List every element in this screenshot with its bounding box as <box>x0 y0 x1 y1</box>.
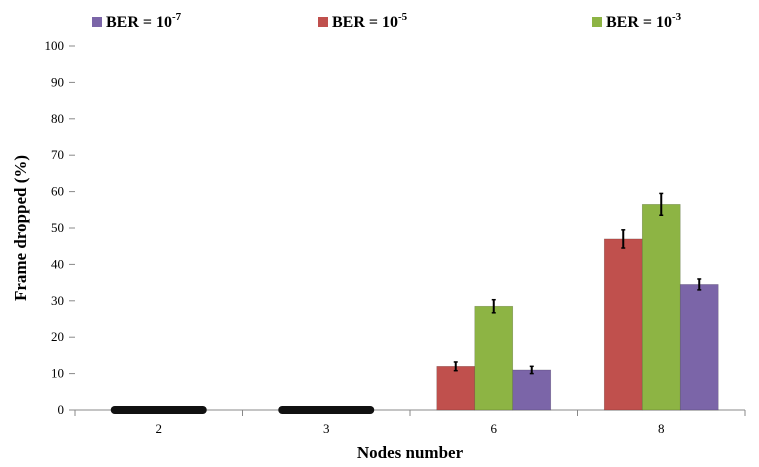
legend-item: BER = 10-3 <box>592 11 682 31</box>
error-bar <box>659 192 664 217</box>
x-tick-label: 6 <box>491 421 498 436</box>
x-tick-label: 3 <box>323 421 330 436</box>
y-tick-label: 60 <box>51 184 64 199</box>
bars-group <box>110 192 719 414</box>
y-tick-label: 0 <box>58 402 65 417</box>
y-tick-label: 80 <box>51 111 64 126</box>
legend-label: BER = 10-5 <box>332 11 408 31</box>
error-bar <box>491 298 496 314</box>
legend-label: BER = 10-7 <box>106 11 182 31</box>
y-tick-label: 70 <box>51 147 64 162</box>
bar <box>603 238 643 411</box>
bar <box>436 366 476 411</box>
legend: BER = 10-7 BER = 10-5 BER = 10-3 <box>92 11 682 31</box>
error-bar <box>697 278 702 291</box>
bar <box>512 369 552 411</box>
legend-item: BER = 10-7 <box>92 11 182 31</box>
y-tick-label: 10 <box>51 366 64 381</box>
x-axis-ticks: 2 3 6 8 <box>74 410 746 436</box>
y-axis-ticks: 0 10 20 30 40 50 60 70 80 90 100 <box>45 38 75 417</box>
legend-item: BER = 10-5 <box>318 11 408 31</box>
bar <box>474 305 514 411</box>
legend-swatch <box>592 17 602 27</box>
y-tick-label: 20 <box>51 329 64 344</box>
error-bar <box>529 365 534 375</box>
legend-swatch <box>318 17 328 27</box>
x-axis-label: Nodes number <box>357 443 464 462</box>
bar <box>679 284 719 411</box>
legend-label: BER = 10-3 <box>606 11 682 31</box>
bar <box>641 204 681 411</box>
x-tick-label: 2 <box>156 421 163 436</box>
legend-swatch <box>92 17 102 27</box>
y-tick-label: 40 <box>51 256 64 271</box>
x-tick-label: 8 <box>658 421 665 436</box>
error-bar <box>621 229 626 249</box>
y-tick-label: 90 <box>51 74 64 89</box>
y-tick-label: 50 <box>51 220 64 235</box>
y-axis-label: Frame dropped (%) <box>11 155 30 301</box>
y-tick-label: 100 <box>45 38 65 53</box>
error-bar <box>453 361 458 372</box>
y-tick-label: 30 <box>51 293 64 308</box>
